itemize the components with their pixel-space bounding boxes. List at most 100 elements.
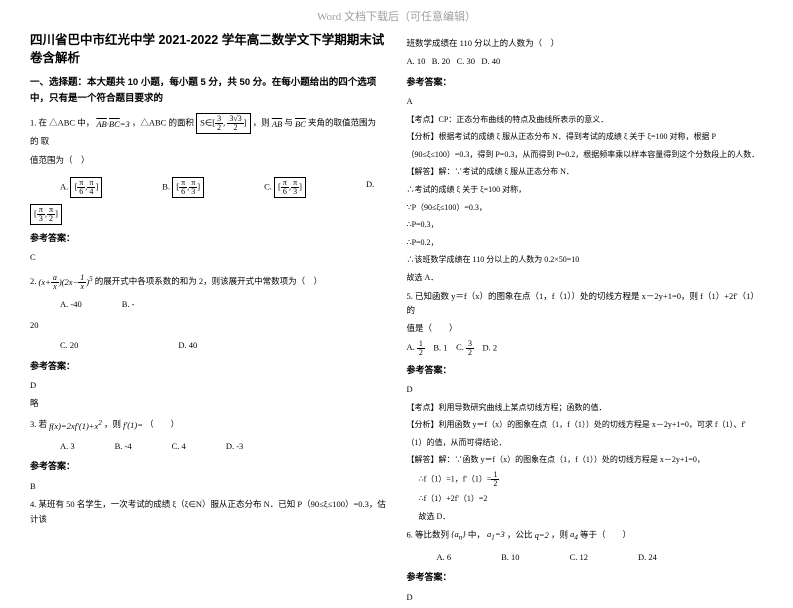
q4-sol-3: ∵P（90≤ξ≤100）=0.3， [407,201,764,215]
q4-sol-1: 【解答】解：∵考试的成绩 ξ 服从正态分布 N． [407,165,764,179]
q6-f1: {an} [451,527,466,544]
q3-text-2: ，则 [104,419,121,429]
q1-text-6: 值范围为（ ） [30,153,387,167]
q3-opt-c: C. 4 [172,439,186,453]
q6-t2: 中， [468,529,485,539]
q2-options-row1: A. -40 B. - [60,297,387,311]
q5-opt-d: D. 2 [482,342,497,352]
q1-text-3: ，则 [253,118,270,128]
q4-opt-b: B. 20 [432,56,450,66]
q6-answer: D [407,590,764,604]
q5-sol-4: 故选 D． [419,510,764,524]
q1-opt-d: D. [366,177,374,198]
q2-20: 20 [30,318,387,332]
question-2: 2. (x+ax)(2x−1x)5 的展开式中各项系数的和为 2，则该展开式中常… [30,273,387,291]
two-column-layout: 四川省巴中市红光中学 2021-2022 学年高二数学文下学期期末试卷含解析 一… [0,24,793,608]
q4-analysis-2: （90≤ξ≤100）=0.3，得到 P=0.3，从而得到 P=0.2，根据频率乘… [407,148,764,162]
q4-sol-5: ∴P=0.2， [407,236,764,250]
q6-t5: 等于（ ） [580,529,631,539]
q3-text-3: （ ） [145,419,179,429]
q1-text-2: ，△ABC 的面积 [132,118,194,128]
q5-sol-2: ∴f（1）=1，f'（1）=12 [419,471,764,488]
section-1-heading: 一、选择题：本大题共 10 小题，每小题 5 分，共 50 分。在每小题给出的四… [30,75,387,107]
watermark-header: Word 文档下载后（可任意编辑） [0,0,793,24]
question-4-p2: 班数学成绩在 110 分以上的人数为（ ） [407,36,764,50]
q4-sol-2: ∴考试的成绩 ξ 关于 ξ=100 对称， [407,183,764,197]
q4-analysis-1: 【分析】根据考试的成绩 ξ 服从正态分布 N．得到考试的成绩 ξ 关于 ξ=10… [407,130,764,144]
q3-formula-2: f'(1)= [123,418,143,432]
q5-answer-label: 参考答案： [407,363,764,378]
q1-bc: BC [295,117,306,131]
q3-opt-d: D. -3 [226,439,243,453]
question-6: 6. 等比数列 {an} 中， a1=3 ，公比 q=2 ，则 a4 等于（ ） [407,527,764,544]
right-column: 班数学成绩在 110 分以上的人数为（ ） A. 10 B. 20 C. 30 … [407,32,764,608]
q3-options: A. 3 B. -4 C. 4 D. -3 [60,439,387,453]
q4-options: A. 10 B. 20 C. 30 D. 40 [407,54,764,68]
q1-answer-label: 参考答案： [30,231,387,246]
q4-opt-d: D. 40 [481,56,500,66]
q4-answer-label: 参考答案： [407,75,764,90]
q6-f3: q=2 [535,528,549,542]
q6-opt-c: C. 12 [570,550,588,564]
q1-formula-s: S∈[32, 3√32] [196,113,250,134]
q2-formula: (x+ax)(2x−1x)5 [39,273,93,291]
q5-analysis-2: （1）的值，从而可得结论． [407,436,764,450]
q5-options: A. 12 B. 1 C. 32 D. 2 [407,340,764,357]
q4-sol-4: ∴P=0.3， [407,218,764,232]
q4-exam-point: 【考点】CP：正态分布曲线的特点及曲线所表示的意义． [407,113,764,127]
q6-options: A. 6 B. 10 C. 12 D. 24 [437,550,764,564]
q6-t4: ，则 [551,529,568,539]
q5-answer: D [407,382,764,396]
question-5-p2: 值是（ ） [407,321,764,335]
q5-exam-point: 【考点】利用导数研究曲线上某点切线方程；函数的值． [407,401,764,415]
q2-text: 的展开式中各项系数的和为 2，则该展开式中常数项为（ ） [95,276,322,286]
q1-opt-a: A. [π6,π4] [60,177,102,198]
q4-opt-a: A. 10 [407,56,426,66]
q1-text-4: 与 [284,118,293,128]
q5-opt-b: B. 1 [433,342,447,352]
q2-answer: D [30,378,387,392]
q6-f2: a1=3 [487,527,505,544]
q5-sol-3: ∴f（1）+2f'（1）=2 [419,492,764,506]
q1-opt-c: C. [π6,π3] [264,177,306,198]
q3-opt-b: B. -4 [115,439,132,453]
q2-num: 2. [30,276,36,286]
q6-answer-label: 参考答案： [407,570,764,585]
q1-answer: C [30,250,387,264]
question-5-p1: 5. 已知函数 y＝f（x）的图象在点（1，f（1））处的切线方程是 x－2y+… [407,289,764,318]
left-column: 四川省巴中市红光中学 2021-2022 学年高二数学文下学期期末试卷含解析 一… [30,32,387,608]
q2-answer-label: 参考答案： [30,359,387,374]
q2-opt-c: C. 20 [60,338,78,352]
q1-opt-b: B. [π6,π3] [162,177,204,198]
q4-opt-c: C. 30 [457,56,475,66]
q3-text-1: 3. 若 [30,419,47,429]
page: Word 文档下载后（可任意编辑） 四川省巴中市红光中学 2021-2022 学… [0,0,793,561]
q6-t3: ，公比 [507,529,533,539]
q4-sol-7: 故选 A． [407,271,764,285]
q5-sol-1: 【解答】解：∵函数 y＝f（x）的图象在点（1，f（1））处的切线方程是 x－2… [407,453,764,467]
question-4-p1: 4. 某班有 50 名学生，一次考试的成绩 ξ（ξ∈N）服从正态分布 N．已知 … [30,497,387,526]
q4-sol-6: ∴该班数学成绩在 110 分以上的人数为 0.2×50=10 [407,253,764,267]
q1-text-1: 1. 在 △ABC 中， [30,118,94,128]
q1-ab: AB [272,117,282,131]
q6-t1: 6. 等比数列 [407,529,450,539]
document-title: 四川省巴中市红光中学 2021-2022 学年高二数学文下学期期末试卷含解析 [30,32,387,67]
q1-opt-d-cont: [π3,π2] [30,204,387,225]
q2-hint: 略 [30,396,387,410]
q3-formula-1: f(x)=2xf'(1)+x2 [49,417,102,433]
q3-answer: B [30,479,387,493]
q6-opt-d: D. 24 [638,550,657,564]
q4-answer: A [407,94,764,108]
q2-opt-d: D. 40 [178,338,197,352]
q5-opt-c: C. 32 [456,342,474,352]
q3-opt-a: A. 3 [60,439,75,453]
question-3: 3. 若 f(x)=2xf'(1)+x2 ，则 f'(1)= （ ） [30,417,387,433]
q5-opt-a: A. 12 [407,342,425,352]
question-1: 1. 在 △ABC 中， AB·BC=3 ，△ABC 的面积 S∈[32, 3√… [30,113,387,148]
q2-options-row2: C. 20 D. 40 [60,338,387,352]
q6-opt-a: A. 6 [437,550,452,564]
q5-analysis: 【分析】利用函数 y＝f（x）的图象在点（1，f（1））处的切线方程是 x－2y… [407,418,764,432]
q2-opt-a: A. -40 [60,297,82,311]
q6-f4: a4 [570,527,578,544]
q1-formula-ab-bc: AB·BC=3 [96,117,129,131]
